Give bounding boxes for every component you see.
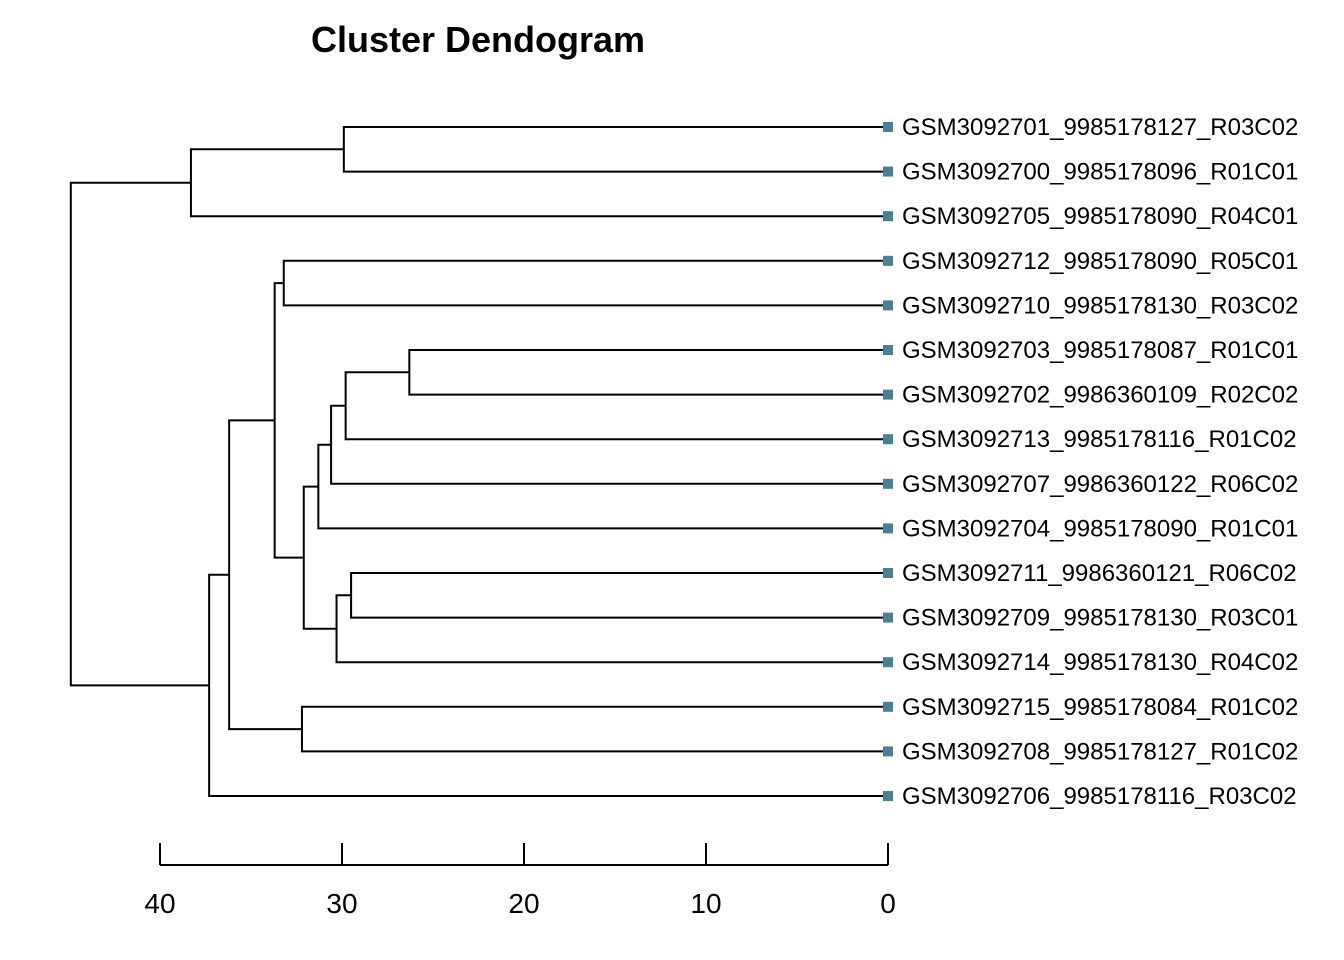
leaf-label: GSM3092703_9985178087_R01C01 bbox=[902, 337, 1298, 364]
leaf-label: GSM3092705_9985178090_R04C01 bbox=[902, 203, 1298, 230]
x-tick-label: 20 bbox=[508, 888, 539, 919]
chart-title: Cluster Dendogram bbox=[311, 19, 645, 60]
leaf-marker bbox=[883, 478, 893, 489]
leaf-label: GSM3092708_9985178127_R01C02 bbox=[902, 738, 1298, 765]
leaf-label: GSM3092714_9985178130_R04C02 bbox=[902, 649, 1298, 676]
leaf-marker bbox=[883, 345, 893, 355]
leaf-marker bbox=[883, 523, 893, 534]
branch-m14 bbox=[208, 573, 888, 797]
branch-m10 bbox=[302, 485, 337, 630]
branch-m11 bbox=[273, 282, 304, 559]
branch-m13 bbox=[228, 419, 302, 731]
dendrogram-branches bbox=[69, 126, 888, 797]
branch-m3 bbox=[282, 259, 888, 307]
x-tick-label: 40 bbox=[144, 888, 175, 919]
leaf-marker bbox=[883, 434, 893, 445]
leaf-marker bbox=[883, 791, 893, 801]
leaf-label: GSM3092709_9985178130_R03C01 bbox=[902, 605, 1298, 632]
x-tick-label: 10 bbox=[690, 888, 721, 919]
leaf-label: GSM3092702_9986360109_R02C02 bbox=[902, 382, 1298, 409]
branch-m15 bbox=[69, 181, 210, 687]
branch-m2 bbox=[189, 148, 888, 218]
leaf-label: GSM3092711_9986360121_R06C02 bbox=[902, 560, 1297, 587]
branch-m9 bbox=[335, 594, 888, 664]
leaf-marker bbox=[883, 389, 893, 400]
branch-m12 bbox=[300, 705, 888, 753]
leaf-label: GSM3092704_9985178090_R01C01 bbox=[902, 515, 1298, 542]
leaf-marker bbox=[883, 657, 893, 668]
leaf-marker bbox=[883, 612, 893, 623]
leaf-label: GSM3092701_9985178127_R03C02 bbox=[902, 114, 1298, 141]
branch-m6 bbox=[330, 404, 888, 485]
x-tick-label: 30 bbox=[326, 888, 357, 919]
branch-m5 bbox=[344, 371, 888, 441]
leaf-marker bbox=[883, 300, 893, 311]
x-tick-label: 0 bbox=[880, 888, 896, 919]
dendrogram-leaves: GSM3092701_9985178127_R03C02 GSM3092700_9… bbox=[883, 114, 1298, 810]
leaf-label: GSM3092712_9985178090_R05C01 bbox=[902, 248, 1298, 275]
leaf-marker bbox=[883, 211, 893, 222]
leaf-marker bbox=[883, 701, 893, 712]
leaf-marker bbox=[883, 568, 893, 578]
branch-m1 bbox=[342, 126, 888, 173]
leaf-marker bbox=[883, 255, 893, 266]
leaf-marker bbox=[883, 166, 893, 177]
leaf-label: GSM3092706_9985178116_R03C02 bbox=[902, 783, 1297, 810]
branch-m7 bbox=[317, 443, 888, 530]
branch-m8 bbox=[350, 572, 888, 619]
leaf-label: GSM3092700_9985178096_R01C01 bbox=[902, 159, 1298, 186]
leaf-label: GSM3092707_9986360122_R06C02 bbox=[902, 471, 1298, 498]
leaf-label: GSM3092710_9985178130_R03C02 bbox=[902, 292, 1298, 319]
leaf-label: GSM3092715_9985178084_R01C02 bbox=[902, 694, 1298, 721]
leaf-marker bbox=[883, 122, 893, 132]
leaf-marker bbox=[883, 746, 893, 757]
branch-m4 bbox=[408, 349, 888, 396]
leaf-label: GSM3092713_9985178116_R01C02 bbox=[902, 426, 1297, 453]
x-axis: 40 30 20 10 0 bbox=[144, 843, 896, 919]
